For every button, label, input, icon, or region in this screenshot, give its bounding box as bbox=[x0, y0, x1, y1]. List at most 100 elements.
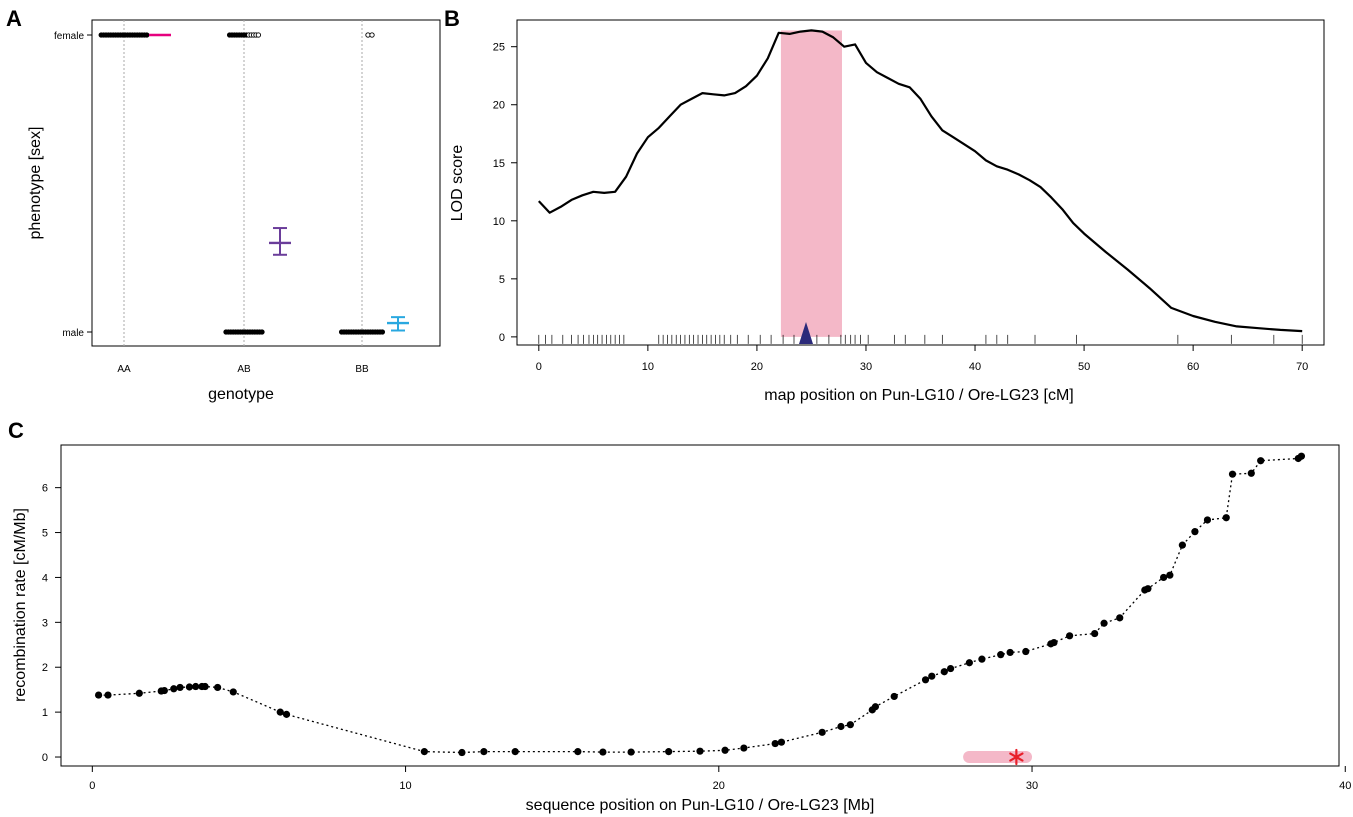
panel-c-x-tick-label: 20 bbox=[713, 780, 725, 792]
panel-c-point bbox=[1091, 629, 1099, 638]
panel-c-point bbox=[740, 744, 748, 752]
panel-b-x-tick-label: 50 bbox=[1078, 361, 1090, 373]
panel-b-peak-marker bbox=[798, 322, 813, 344]
panel-c-y-tick-label: 3 bbox=[42, 617, 48, 629]
panel-b-lod-curve bbox=[537, 29, 1303, 333]
panel-c-point bbox=[229, 688, 237, 696]
panel-c-point bbox=[1297, 452, 1306, 460]
panel-c-point bbox=[846, 721, 854, 729]
panel-a-points bbox=[98, 32, 386, 335]
panel-c-point bbox=[940, 668, 948, 676]
panel-a-gridlines bbox=[123, 20, 363, 346]
panel-b-y-tick-label: 5 bbox=[499, 274, 505, 286]
panel-c-point bbox=[997, 651, 1005, 659]
panel-c-y-tick-label: 2 bbox=[42, 662, 48, 674]
panel-b-x-tick-label: 40 bbox=[969, 361, 981, 373]
panel-a-point bbox=[369, 32, 375, 38]
panel-c-point bbox=[771, 739, 779, 748]
panel-c-point bbox=[574, 748, 582, 756]
panel-c-point bbox=[185, 683, 194, 691]
panel-c-point bbox=[818, 728, 826, 736]
panel-c-point bbox=[890, 692, 898, 701]
panel-c-point bbox=[282, 710, 291, 718]
panel-b-x-axis-title: map position on Pun-LG10 / Ore-LG23 [cM] bbox=[764, 387, 1073, 404]
panel-letter-a: A bbox=[6, 6, 22, 31]
panel-a-point bbox=[144, 32, 150, 38]
panel-a-y-axis-title: phenotype [sex] bbox=[27, 127, 44, 240]
panel-c-point bbox=[214, 683, 222, 692]
panel-c-point bbox=[420, 748, 428, 756]
panel-c-point bbox=[160, 686, 168, 695]
panel-c-point bbox=[1257, 457, 1265, 465]
panel-c-point bbox=[1100, 619, 1108, 627]
panel-c-y-tick-label: 0 bbox=[42, 752, 48, 764]
panel-a-y-ticks: male female bbox=[54, 31, 92, 339]
panel-c-star-marker bbox=[1009, 748, 1024, 766]
panel-c-point bbox=[965, 659, 973, 667]
panel-c-point bbox=[696, 747, 704, 755]
panel-c-point bbox=[1144, 585, 1152, 593]
panel-c-point bbox=[777, 738, 786, 746]
panel-c-point bbox=[1247, 469, 1255, 477]
panel-b-plot-frame bbox=[516, 19, 1325, 346]
panel-c-y-tick-label: 1 bbox=[42, 707, 48, 719]
panel-c-point bbox=[921, 676, 930, 684]
panel-a-point bbox=[379, 329, 386, 335]
panel-c-plot-frame bbox=[60, 444, 1340, 767]
panel-c-confidence-interval bbox=[963, 751, 1033, 764]
panel-a-x-axis-title: genotype bbox=[208, 386, 274, 403]
panel-c-point bbox=[928, 672, 936, 680]
panel-c-x-tick-label: 0 bbox=[89, 780, 95, 792]
panel-letter-b: B bbox=[444, 6, 460, 31]
panel-c-point bbox=[837, 722, 845, 731]
panel-c-x-ticks: 0 10 20 30 40 bbox=[89, 766, 1351, 792]
panel-c-point bbox=[1222, 514, 1230, 522]
panel-c-star-stroke bbox=[1009, 752, 1024, 762]
panel-c-y-ticks: 0 1 2 3 4 5 6 bbox=[42, 483, 61, 764]
panel-c: 0 10 20 30 40 0 1 2 3 4 5 6 sequence position on P… bbox=[12, 444, 1351, 814]
panel-c-point bbox=[978, 655, 986, 663]
panel-c-point bbox=[1022, 647, 1030, 656]
panel-b-x-ticks: 0 10 20 30 40 50 60 70 bbox=[536, 345, 1308, 373]
panel-letter-c: C bbox=[8, 418, 24, 443]
panel-b-y-tick-label: 10 bbox=[493, 216, 505, 228]
panel-b-x-tick-label: 10 bbox=[642, 361, 654, 373]
panel-c-point bbox=[480, 748, 488, 756]
panel-c-point bbox=[104, 691, 112, 699]
panel-c-point bbox=[599, 748, 607, 756]
panel-a-x-ticks: AA AB BB bbox=[117, 364, 369, 375]
panel-b-y-axis-title: LOD score bbox=[449, 145, 466, 222]
panel-b-confidence-interval bbox=[780, 30, 842, 337]
panel-c-point bbox=[665, 748, 673, 756]
panel-a-y-tick-label: female bbox=[54, 31, 84, 42]
panel-c-point bbox=[1203, 516, 1212, 524]
panel-c-point bbox=[946, 664, 955, 673]
panel-c-point bbox=[1166, 571, 1174, 579]
panel-b-x-tick-label: 30 bbox=[860, 361, 872, 373]
panel-c-point bbox=[627, 748, 635, 756]
panel-c-y-tick-label: 4 bbox=[42, 572, 48, 584]
panel-b: 0 10 20 30 40 50 60 70 0 5 10 15 20 25 map position … bbox=[449, 19, 1325, 404]
panel-c-point bbox=[721, 746, 729, 754]
panel-a-y-tick-label: male bbox=[62, 328, 84, 339]
panel-c-point bbox=[1066, 632, 1074, 640]
panel-c-point bbox=[1159, 573, 1168, 582]
panel-c-point bbox=[192, 682, 200, 691]
panel-c-point bbox=[458, 748, 466, 757]
panel-a: AA AB BB male female genotype phenotype [se… bbox=[27, 19, 441, 403]
panel-b-marker-rug bbox=[538, 334, 1303, 344]
panel-b-y-tick-label: 0 bbox=[499, 332, 505, 344]
panel-a-mean-intervals bbox=[149, 33, 409, 332]
panel-a-point bbox=[255, 32, 262, 38]
panel-c-point bbox=[201, 682, 209, 691]
panel-c-x-tick-label: 40 bbox=[1339, 780, 1351, 792]
panel-a-x-tick-label: BB bbox=[355, 364, 369, 375]
panel-c-point bbox=[511, 748, 519, 756]
panel-c-point bbox=[1191, 528, 1199, 536]
panel-c-x-tick-label: 30 bbox=[1026, 780, 1038, 792]
panel-a-point bbox=[259, 329, 265, 335]
panel-b-y-ticks: 0 5 10 15 20 25 bbox=[493, 42, 517, 344]
panel-b-y-tick-label: 20 bbox=[493, 100, 505, 112]
panel-c-point bbox=[1006, 648, 1014, 657]
